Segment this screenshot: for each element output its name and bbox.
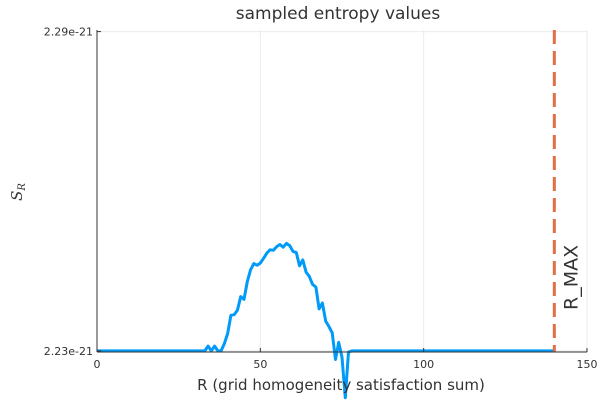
series-layer xyxy=(97,241,555,400)
x-tick-label: 0 xyxy=(94,358,101,371)
x-tick-label: 150 xyxy=(577,358,598,371)
y-axis-label: SR xyxy=(8,183,28,201)
y-tick-label: 2.29e-21 xyxy=(44,26,93,39)
r-max-annotation: R_MAX xyxy=(560,245,582,310)
x-tick-label: 100 xyxy=(413,358,434,371)
x-tick-label: 50 xyxy=(253,358,267,371)
ticks: 0 50 100 150 2.23e-21 2.29e-21 xyxy=(44,26,598,371)
y-axis-label-main: S xyxy=(8,191,26,201)
y-axis-label-sub: R xyxy=(17,183,28,192)
y-tick-label: 2.23e-21 xyxy=(44,345,93,358)
x-axis-label: R (grid homogeneity satisfaction sum) xyxy=(197,376,485,394)
series-line-1 xyxy=(97,241,555,400)
chart-title: sampled entropy values xyxy=(236,4,441,24)
axes xyxy=(96,30,587,353)
reference-layer: R_MAX xyxy=(552,30,582,352)
